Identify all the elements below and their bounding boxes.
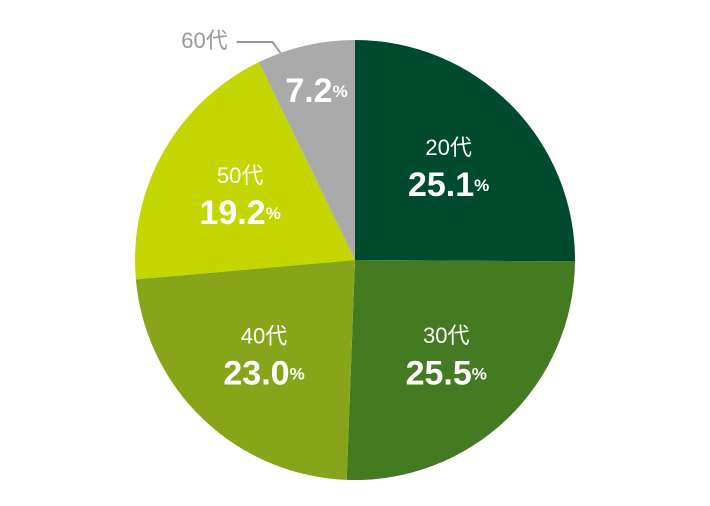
category-label: 30代 [423,323,469,348]
category-label: 40代 [241,323,287,348]
value-label: 7.2% [285,72,347,110]
pie-slice [258,40,355,260]
pie-slice [134,62,355,280]
value-label: 25.1% [408,166,489,204]
value-label: 23.0% [223,355,304,393]
pie-slice [355,40,576,262]
value-label: 25.5% [406,354,487,392]
category-label: 60代 [181,28,227,53]
value-label: 19.2% [199,194,280,232]
pie-slice [346,260,575,480]
category-label: 50代 [217,163,263,188]
pie-slice [135,260,355,480]
leader-line [236,41,282,54]
category-label: 20代 [425,135,471,160]
